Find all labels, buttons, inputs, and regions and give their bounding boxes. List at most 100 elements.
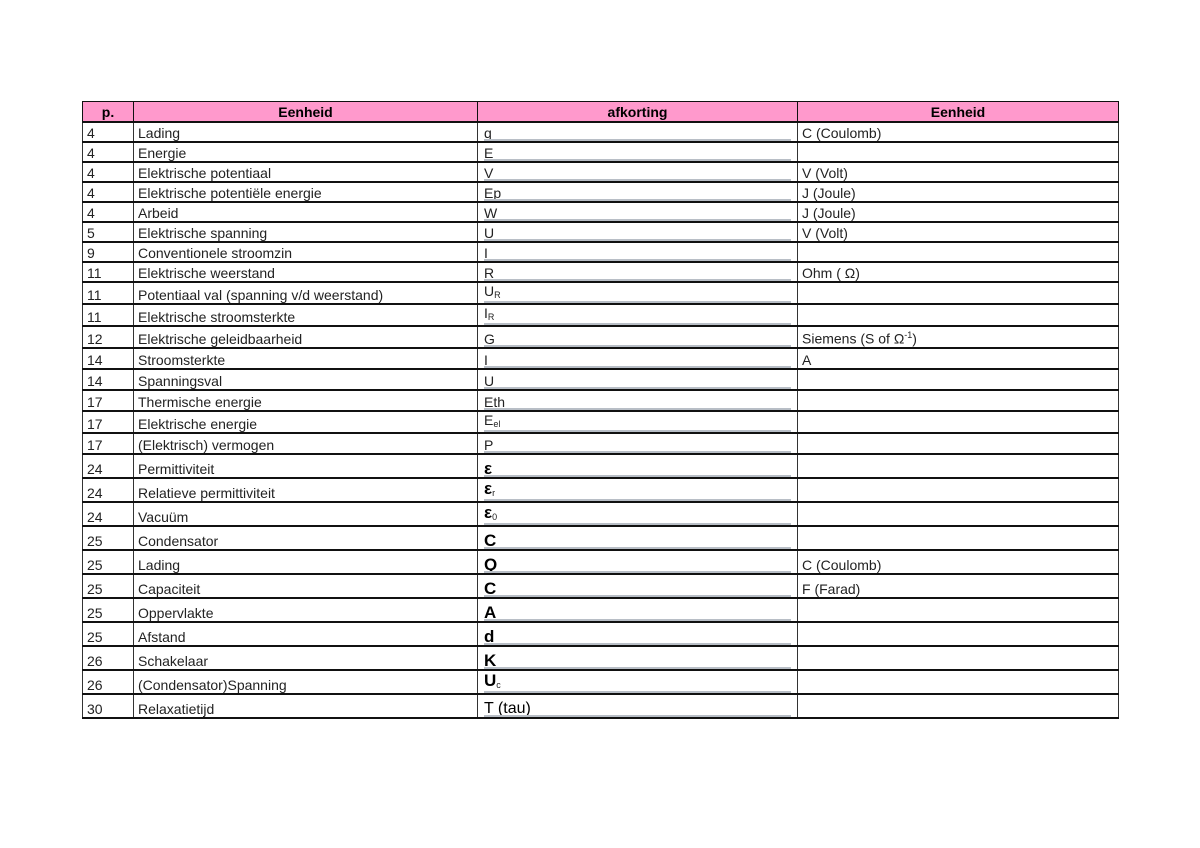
quantity-cell: (Elektrisch) vermogen xyxy=(133,431,478,455)
table-row: 25 Oppervlakte A xyxy=(82,596,1119,623)
quantity-cell: Stroomsterkte xyxy=(133,346,478,370)
underline xyxy=(484,570,791,573)
header-page: p. xyxy=(82,101,134,123)
table-row: 25 Capaciteit C F (Farad) xyxy=(82,572,1119,599)
quantity-cell: Arbeid xyxy=(133,201,478,223)
page-cell: 11 xyxy=(82,261,134,283)
table-row: 25 Lading Q C (Coulomb) xyxy=(82,548,1119,575)
symbol: U xyxy=(484,283,495,299)
symbol-cell: I xyxy=(477,346,798,370)
page-cell: 25 xyxy=(82,596,134,623)
symbol: Q xyxy=(484,554,498,574)
symbol: P xyxy=(484,436,494,453)
page-cell: 4 xyxy=(82,121,134,143)
symbol-cell: UR xyxy=(477,281,798,305)
quantity-cell: Elektrische weerstand xyxy=(133,261,478,283)
page-cell: 4 xyxy=(82,181,134,203)
symbol-subscript: 0 xyxy=(492,511,498,522)
underline xyxy=(484,219,791,221)
unit-cell: J (Joule) xyxy=(797,181,1119,203)
symbol-subscript: c xyxy=(496,679,501,690)
table-row: 4 Lading q C (Coulomb) xyxy=(82,121,1119,143)
unit-cell: Ohm ( Ω) xyxy=(797,261,1119,283)
unit-cell: V (Volt) xyxy=(797,161,1119,183)
symbol: E xyxy=(484,411,494,428)
table-row: 5 Elektrische spanning U V (Volt) xyxy=(82,221,1119,243)
underline xyxy=(484,450,791,453)
symbol-subscript: r xyxy=(492,487,496,498)
unit-cell: Siemens (S of Ω-1) xyxy=(797,325,1119,349)
symbol-cell: d xyxy=(477,620,798,647)
symbol: K xyxy=(484,650,497,670)
page-cell: 14 xyxy=(82,367,134,391)
quantity-cell: Relaxatietijd xyxy=(133,692,478,719)
symbol-cell: W xyxy=(477,201,798,223)
symbol: C xyxy=(484,578,497,598)
symbol: U xyxy=(484,670,497,690)
symbol: I xyxy=(484,305,488,321)
unit-superscript: -1 xyxy=(904,330,913,340)
underline xyxy=(484,139,791,141)
quantity-cell: Thermische energie xyxy=(133,388,478,412)
quantity-cell: Elektrische energie xyxy=(133,409,478,434)
unit-tail: ) xyxy=(912,330,917,347)
page-cell: 17 xyxy=(82,388,134,412)
table-row: 17 Elektrische energie Eel xyxy=(82,409,1119,434)
quantity-cell: (Condensator)Spanning xyxy=(133,668,478,695)
symbol: ε xyxy=(484,458,493,478)
unit-text: Ohm ( Ω) xyxy=(802,265,860,281)
underline xyxy=(484,365,791,368)
underline xyxy=(484,179,791,181)
table-row: 4 Elektrische potentiaal V V (Volt) xyxy=(82,161,1119,183)
table-row: 11 Elektrische weerstand R Ohm ( Ω) xyxy=(82,261,1119,283)
quantity-cell: Potentiaal val (spanning v/d weerstand) xyxy=(133,281,478,305)
quantity-cell: Capaciteit xyxy=(133,572,478,599)
unit-cell: C (Coulomb) xyxy=(797,548,1119,575)
page-cell: 17 xyxy=(82,409,134,434)
unit-cell xyxy=(797,524,1119,551)
page-cell: 26 xyxy=(82,668,134,695)
underline xyxy=(484,594,791,597)
underline xyxy=(484,690,791,693)
underline xyxy=(484,714,791,717)
unit-cell xyxy=(797,452,1119,479)
page-cell: 24 xyxy=(82,452,134,479)
page-cell: 24 xyxy=(82,500,134,527)
header-eenheid: Eenheid xyxy=(133,101,478,123)
symbol: U xyxy=(484,225,495,241)
unit-cell xyxy=(797,409,1119,434)
symbol-cell: Q xyxy=(477,548,798,575)
quantity-cell: Lading xyxy=(133,121,478,143)
table-row: 4 Arbeid W J (Joule) xyxy=(82,201,1119,223)
symbol: C xyxy=(484,530,497,550)
page-cell: 14 xyxy=(82,346,134,370)
page-cell: 24 xyxy=(82,476,134,503)
quantity-cell: Elektrische stroomsterkte xyxy=(133,303,478,327)
unit-cell xyxy=(797,692,1119,719)
symbol-cell: U xyxy=(477,367,798,391)
underline xyxy=(484,546,791,549)
symbol-cell: K xyxy=(477,644,798,671)
table-row: 30 Relaxatietijd T (tau) xyxy=(82,692,1119,719)
symbol: E xyxy=(484,145,494,161)
table-row: 11 Potentiaal val (spanning v/d weerstand… xyxy=(82,281,1119,305)
unit-cell: A xyxy=(797,346,1119,370)
unit-text: V (Volt) xyxy=(802,165,848,181)
symbol-cell: R xyxy=(477,261,798,283)
page-cell: 11 xyxy=(82,303,134,327)
unit-cell: C (Coulomb) xyxy=(797,121,1119,143)
unit-cell xyxy=(797,596,1119,623)
quantity-cell: Vacuüm xyxy=(133,500,478,527)
table-row: 24 Vacuüm ε0 xyxy=(82,500,1119,527)
page-cell: 30 xyxy=(82,692,134,719)
symbol-cell: U xyxy=(477,221,798,243)
page-cell: 11 xyxy=(82,281,134,305)
symbol: I xyxy=(484,245,488,261)
symbol-cell: IR xyxy=(477,303,798,327)
unit-text: Siemens (S of Ω xyxy=(802,330,905,347)
page-cell: 26 xyxy=(82,644,134,671)
symbol: V xyxy=(484,165,494,181)
table-row: 14 Spanningsval U xyxy=(82,367,1119,391)
symbol-subscript: R xyxy=(494,290,501,300)
unit-cell xyxy=(797,241,1119,263)
